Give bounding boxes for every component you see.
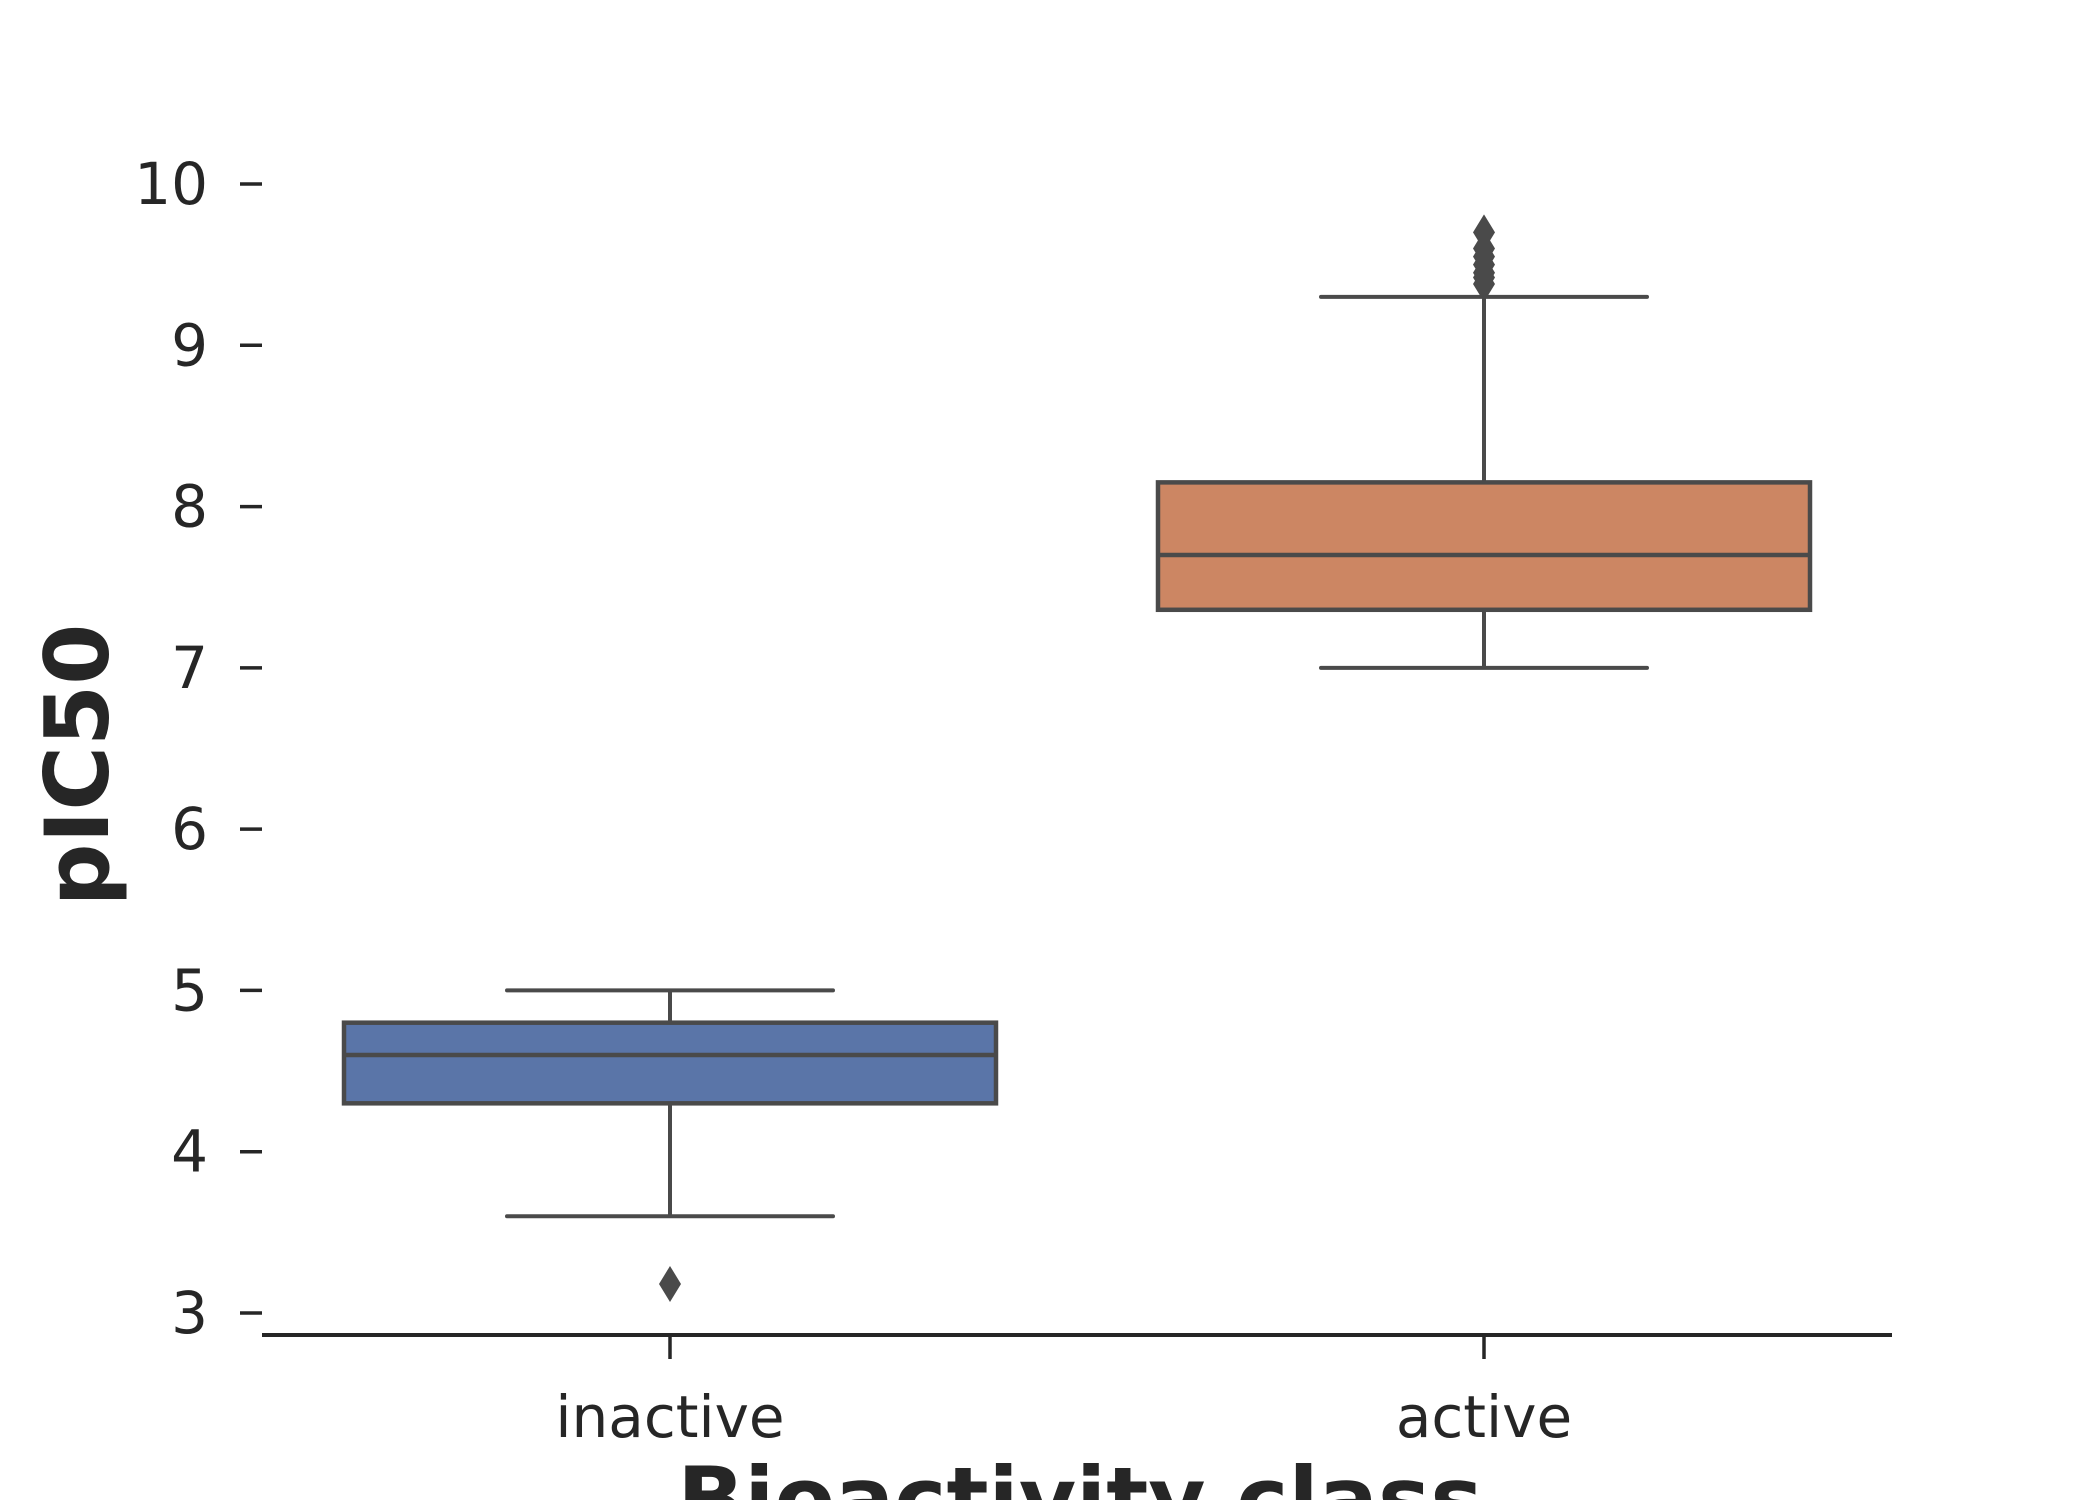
- y-axis-title: pIC50: [26, 624, 129, 907]
- y-axis: 3 4 5 6 7 8 9 10: [134, 150, 262, 1347]
- y-tick-label: 7: [171, 634, 208, 702]
- outlier-point: [659, 1265, 681, 1302]
- y-tick-label: 3: [171, 1279, 208, 1347]
- boxes-layer: [341, 214, 1813, 1302]
- x-tick-label-inactive: inactive: [555, 1383, 784, 1451]
- outlier-point: [1473, 214, 1495, 251]
- x-tick-label-active: active: [1396, 1383, 1572, 1451]
- y-tick-label: 10: [134, 150, 208, 218]
- x-axis-title: Bioactivity class: [677, 1448, 1483, 1500]
- x-axis: inactive active: [262, 1333, 1892, 1451]
- y-tick-label: 5: [171, 956, 208, 1024]
- box-active: [1155, 214, 1813, 670]
- y-tick-label: 9: [171, 311, 208, 379]
- y-tick-label: 8: [171, 473, 208, 541]
- iqr-box: [1155, 480, 1813, 613]
- box-inactive: [341, 988, 999, 1302]
- y-tick-label: 6: [171, 795, 208, 863]
- y-tick-label: 4: [171, 1118, 208, 1186]
- iqr-box: [341, 1020, 999, 1106]
